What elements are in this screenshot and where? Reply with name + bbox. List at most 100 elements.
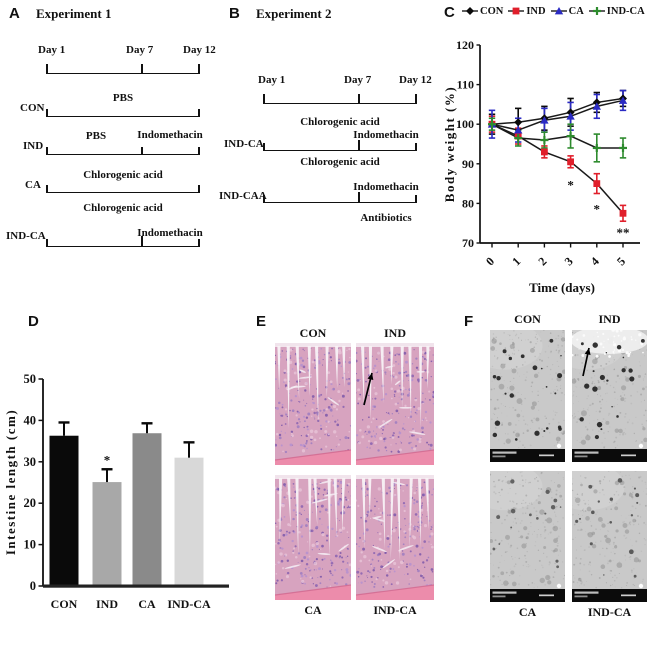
timeline-day1-label: Day 1 xyxy=(258,74,286,86)
timeline-day7-label: Day 7 xyxy=(126,44,154,56)
treatment-bracket xyxy=(46,236,200,247)
panel-c-tag: C xyxy=(444,4,455,21)
significance-star: ** xyxy=(617,225,630,240)
marker-triangle xyxy=(566,112,575,120)
treatment-segment-label: PBS xyxy=(85,130,107,142)
marker-plus xyxy=(595,7,598,15)
histology-image-ca xyxy=(275,475,351,600)
timeline-day12-label: Day 12 xyxy=(183,44,216,56)
y-tick-label: 20 xyxy=(24,496,37,510)
y-tick-label: 30 xyxy=(24,455,37,469)
marker-triangle xyxy=(540,116,549,124)
group-label-ind-ca: IND-CA xyxy=(6,230,46,242)
timeline-day12-label: Day 12 xyxy=(399,74,432,86)
marker-diamond xyxy=(466,7,474,15)
treatment-segment-label: Chlorogenic acid xyxy=(300,156,380,168)
histology-label-con: CON xyxy=(299,326,327,340)
legend-marker-icon xyxy=(550,7,567,15)
bar-IND xyxy=(92,482,122,586)
treatment-segment-label: Antibiotics xyxy=(360,212,412,224)
error-bar xyxy=(58,421,70,436)
em-label-con: CON xyxy=(514,312,541,326)
x-category-label-CON: CON xyxy=(51,597,78,611)
x-category-label-IND: IND xyxy=(96,597,118,611)
legend-label: IND xyxy=(526,5,546,17)
y-tick-label: 40 xyxy=(24,413,37,427)
marker-diamond xyxy=(514,118,523,127)
treatment-bracket xyxy=(263,192,417,203)
annotation-arrow-icon xyxy=(582,347,591,377)
marker-plus xyxy=(543,136,546,145)
marker-triangle xyxy=(554,7,563,15)
treatment-segment-label: Chlorogenic acid xyxy=(83,202,163,214)
scale-bar xyxy=(490,449,565,462)
marker-plus xyxy=(517,134,520,143)
histology-image-ind xyxy=(356,343,434,465)
em-label-ind: IND xyxy=(598,312,621,326)
treatment-segment-label: Indomethacin xyxy=(353,181,419,193)
x-axis-baseline xyxy=(43,584,229,588)
marker-triangle xyxy=(618,96,628,104)
significance-star: * xyxy=(567,178,574,193)
tissue-band xyxy=(356,450,434,465)
legend-marker-icon xyxy=(508,7,525,15)
x-axis-title: Time (days) xyxy=(529,280,595,295)
treatment-segment-label: PBS xyxy=(112,92,134,104)
treatment-segment-label: Indomethacin xyxy=(137,129,203,141)
tissue-band xyxy=(356,585,434,600)
bar-CON xyxy=(49,435,79,586)
legend-item-CON: CON xyxy=(462,5,503,17)
scale-bar xyxy=(572,589,647,602)
y-axis-title: Intestine length (cm) xyxy=(3,409,18,555)
histology-label-ind-ca: IND-CA xyxy=(373,603,417,617)
em-image-ind-ca xyxy=(572,471,647,602)
legend-label: CA xyxy=(568,5,584,17)
chart-legend: CON IND CA IND-CA xyxy=(462,5,645,17)
treatment-bracket xyxy=(46,145,200,155)
group-label-ind: IND xyxy=(23,140,44,152)
bar-CA xyxy=(132,433,162,586)
group-label-con: CON xyxy=(20,102,45,114)
group-label-ind-caa: IND-CAA xyxy=(219,190,267,202)
group-label-ca: CA xyxy=(25,179,41,191)
panel-b-title: Experiment 2 xyxy=(256,6,332,21)
em-image-ind xyxy=(572,330,647,462)
marker-square xyxy=(512,7,520,15)
em-image-ca xyxy=(490,471,565,602)
error-bar xyxy=(183,441,195,458)
tissue-band xyxy=(275,450,351,465)
series-line-IND xyxy=(491,123,624,214)
panel-d-tag: D xyxy=(28,313,39,330)
legend-label: CON xyxy=(480,5,504,17)
tissue-band xyxy=(275,585,351,600)
error-bar xyxy=(141,422,153,434)
treatment-segment-label: Indomethacin xyxy=(353,129,419,141)
histology-label-ind: IND xyxy=(383,326,406,340)
histology-image-con xyxy=(275,343,351,465)
group-label-ind-ca: IND-CA xyxy=(224,138,264,150)
treatment-segment-label: Chlorogenic acid xyxy=(83,169,163,181)
series-line-CA xyxy=(491,99,624,131)
timeline-axis xyxy=(46,64,200,74)
intestine-length-bar-chart: 0 10 20 30 40 50 Intestine length (cm) CON IND CA… xyxy=(3,372,229,611)
histology-label-ca: CA xyxy=(304,603,322,617)
em-label-ind-ca: IND-CA xyxy=(587,605,632,619)
treatment-bracket xyxy=(46,107,200,117)
treatment-bracket xyxy=(263,140,417,151)
panel-a-tag: A xyxy=(9,5,20,22)
timeline-day7-label: Day 7 xyxy=(344,74,372,86)
legend-item-IND: IND xyxy=(508,5,546,17)
y-tick-label: 80 xyxy=(462,196,474,210)
annotation-arrow-icon xyxy=(363,372,374,406)
legend-marker-icon xyxy=(588,7,605,15)
panel-e-tag: E xyxy=(256,313,267,330)
marker-square xyxy=(541,148,548,156)
marker-plus xyxy=(621,143,625,152)
series-line-CON xyxy=(491,97,624,125)
marker-square xyxy=(593,180,601,187)
